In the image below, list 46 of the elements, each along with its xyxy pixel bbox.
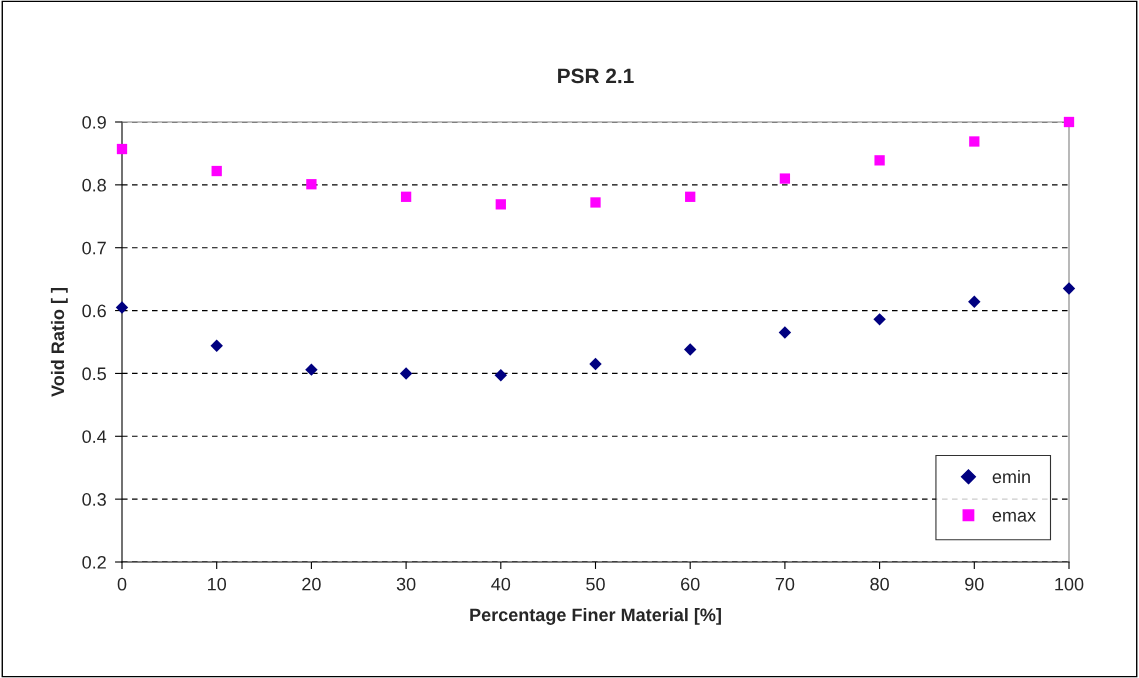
x-tick-label: 90 xyxy=(965,577,984,591)
point xyxy=(399,367,413,380)
point xyxy=(305,363,318,376)
point xyxy=(116,143,128,155)
y-tick-label: 0.4 xyxy=(82,430,107,444)
point xyxy=(115,301,129,314)
point xyxy=(683,343,697,356)
point xyxy=(685,191,696,202)
x-axis-title: Percentage Finer Material [%] xyxy=(470,608,721,625)
legend-label: emax xyxy=(992,511,1036,522)
x-tick-label: 60 xyxy=(681,577,700,591)
point xyxy=(969,136,980,147)
point xyxy=(210,339,223,352)
point xyxy=(1062,282,1076,295)
point xyxy=(211,165,222,177)
point xyxy=(779,173,791,184)
x-tick-label: 0 xyxy=(117,577,127,591)
point xyxy=(778,326,792,339)
point xyxy=(968,295,981,308)
legend-label: emin xyxy=(992,470,1030,484)
y-tick-label: 0.7 xyxy=(82,241,106,255)
point xyxy=(494,369,508,382)
x-tick-label: 40 xyxy=(491,577,511,591)
point xyxy=(873,313,886,326)
y-tick-label: 0.5 xyxy=(82,367,106,381)
point xyxy=(590,197,601,208)
y-tick-label: 0.6 xyxy=(82,304,106,318)
y-tick-label: 0.8 xyxy=(82,178,106,192)
chart-title: PSR 2.1 xyxy=(558,68,634,84)
point xyxy=(306,179,317,190)
point xyxy=(1063,116,1075,128)
x-tick-label: 20 xyxy=(302,577,321,591)
x-tick-label: 100 xyxy=(1055,577,1084,591)
y-tick-label: 0.9 xyxy=(82,115,106,129)
point xyxy=(874,155,885,166)
point xyxy=(589,357,602,371)
point xyxy=(495,199,506,210)
y-tick-label: 0.3 xyxy=(82,493,106,506)
x-tick-label: 80 xyxy=(870,577,889,591)
y-tick-label: 0.2 xyxy=(82,555,106,569)
y-axis-title: Void Ratio [ ] xyxy=(50,288,68,397)
x-tick-label: 30 xyxy=(396,577,416,591)
point xyxy=(400,191,412,202)
x-tick-label: 70 xyxy=(775,577,795,591)
x-tick-label: 10 xyxy=(208,577,227,591)
x-tick-label: 50 xyxy=(586,577,605,591)
